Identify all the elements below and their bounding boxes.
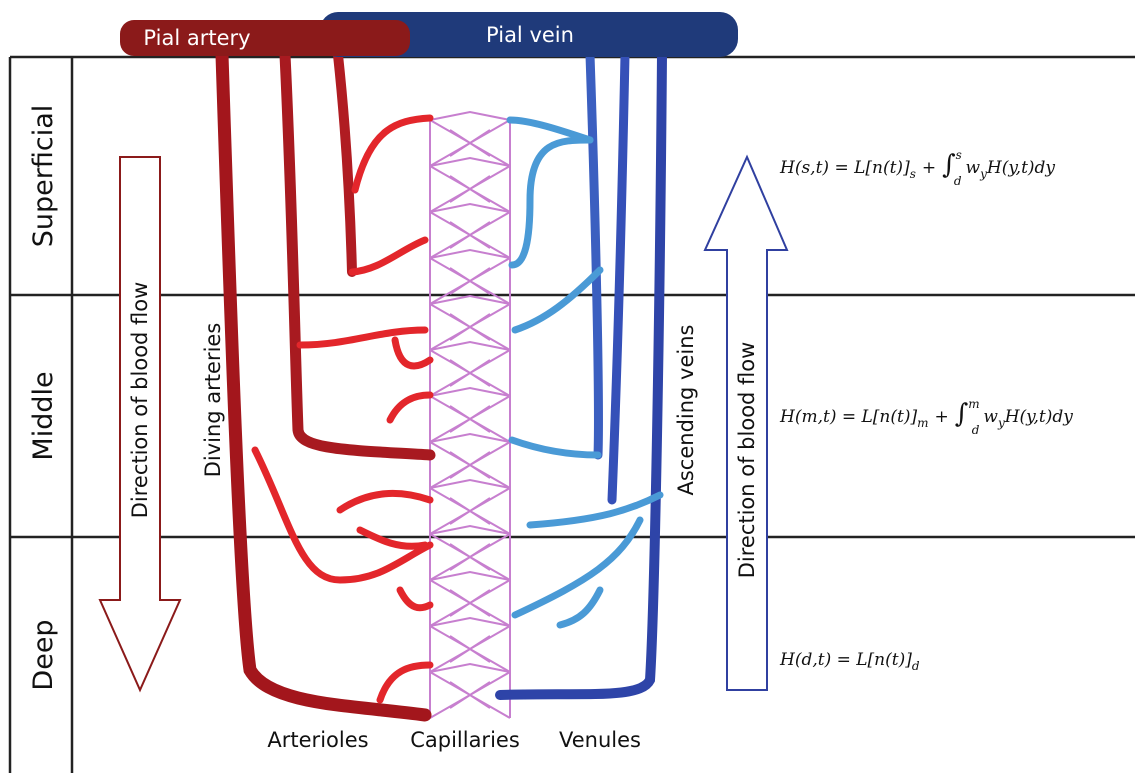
pial-vein-label: Pial vein <box>486 23 574 47</box>
layer-label: Superficial <box>28 105 59 248</box>
equation-part: d <box>912 659 920 673</box>
bottom-label: Capillaries <box>410 728 520 752</box>
capillaries <box>430 112 510 718</box>
diagram: Superficial Middle Deep Direction of blo… <box>0 0 1135 773</box>
bottom-label: Venules <box>559 728 641 752</box>
equation: H(d,t) = L[n(t)]d <box>779 650 920 673</box>
equation-part: H(y,t)dy <box>986 158 1056 178</box>
equation-part: H(d,t) = L[n(t)] <box>779 650 912 670</box>
equation-part: + <box>935 407 949 427</box>
equation-part: m <box>917 416 928 430</box>
equation-part: H(y,t)dy <box>1004 407 1074 427</box>
veins <box>500 55 662 695</box>
equation-part: + <box>922 158 936 178</box>
equation-part: d <box>972 423 980 437</box>
layer-label: Middle <box>28 371 59 460</box>
equation-part: w <box>966 158 981 178</box>
equation-part: s <box>956 148 962 162</box>
arteries <box>222 55 430 715</box>
equation-part: w <box>983 407 998 427</box>
equation-part: ∫ <box>955 399 969 429</box>
arrow-label: Direction of blood flow <box>735 342 759 579</box>
vessel-label: Ascending veins <box>674 325 698 496</box>
equation-part: s <box>910 167 916 181</box>
vessel-label: Diving arteries <box>201 323 225 478</box>
bottom-label: Arterioles <box>267 728 368 752</box>
layer-label: Deep <box>28 619 59 690</box>
equation-part: H(s,t) = L[n(t)] <box>779 158 910 178</box>
equation-part: m <box>968 397 979 411</box>
arrow-label: Direction of blood flow <box>128 282 152 519</box>
equation-part: H(m,t) = L[n(t)] <box>779 407 917 427</box>
pial-artery-label: Pial artery <box>143 26 250 50</box>
equation-part: d <box>954 174 962 188</box>
